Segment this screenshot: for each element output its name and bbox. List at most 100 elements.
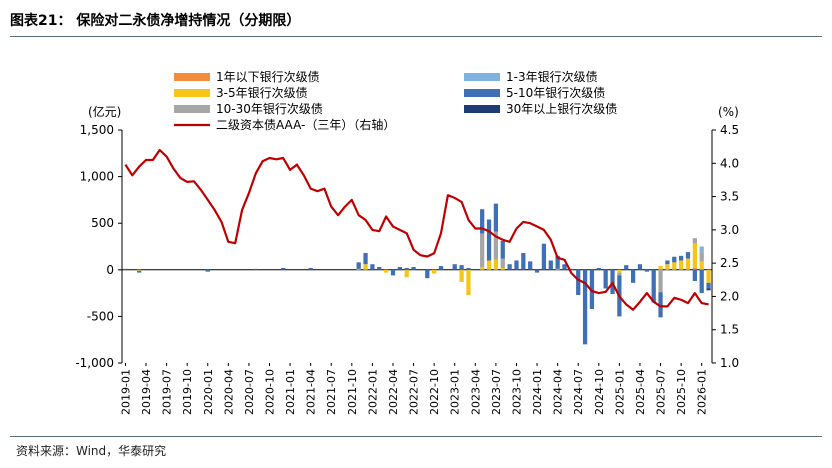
right-tick-label: 2.5 xyxy=(720,256,739,270)
bar-s2 xyxy=(480,267,485,270)
x-tick-label: 2020-04 xyxy=(222,369,235,415)
bar-s2 xyxy=(692,243,697,268)
bar-s5 xyxy=(253,268,258,270)
right-tick-label: 1.5 xyxy=(720,323,739,337)
legend-swatch-s2 xyxy=(174,89,210,97)
bar-s5 xyxy=(692,269,697,281)
x-tick-label: 2023-07 xyxy=(490,369,503,415)
bar-s2 xyxy=(699,261,704,270)
bar-s2 xyxy=(672,262,677,270)
bars-group xyxy=(123,203,711,345)
x-tick-label: 2026-01 xyxy=(696,369,709,415)
yield-line xyxy=(124,148,709,311)
bar-s5 xyxy=(452,264,457,270)
bar-s2 xyxy=(679,260,684,270)
bar-s2 xyxy=(665,264,670,270)
bar-s2 xyxy=(555,268,560,270)
legend-label: 1-3年银行次级债 xyxy=(506,70,598,84)
legend-label: 1年以下银行次级债 xyxy=(216,70,320,84)
bar-s5 xyxy=(480,209,485,234)
bar-s5 xyxy=(603,269,608,289)
x-tick-label: 2022-07 xyxy=(408,369,421,415)
x-tick-label: 2025-07 xyxy=(655,369,668,415)
legend-swatch-s5 xyxy=(464,89,500,97)
legend-swatch-s4 xyxy=(464,73,500,81)
bar-s5 xyxy=(637,264,643,270)
bar-s5 xyxy=(521,253,526,270)
right-tick-label: 3.5 xyxy=(720,190,739,204)
bar-s2 xyxy=(459,269,464,282)
x-tick-label: 2022-01 xyxy=(366,369,379,415)
bar-s5 xyxy=(377,267,382,270)
bar-s3 xyxy=(500,258,505,268)
bar-s5 xyxy=(493,203,499,232)
x-tick-label: 2024-04 xyxy=(552,369,565,415)
bar-s1 xyxy=(692,267,697,270)
bar-s5 xyxy=(411,267,416,270)
chart-canvas: 1年以下银行次级债 1-3年银行次级债 3-5年银行次级债 5-10年银行次级债 10-… xyxy=(75,70,739,415)
x-tick-label: 2025-04 xyxy=(634,369,647,415)
bar-s3 xyxy=(699,252,704,262)
legend-swatch-s3 xyxy=(174,105,210,113)
bar-s2 xyxy=(137,269,142,271)
x-tick-label: 2019-01 xyxy=(119,369,132,415)
bar-s2 xyxy=(466,269,471,295)
x-tick-label: 2021-10 xyxy=(346,369,359,415)
bar-s5 xyxy=(562,264,567,270)
legend-label: 10-30年银行次级债 xyxy=(216,102,323,116)
bar-s5 xyxy=(397,267,402,270)
bar-s5 xyxy=(685,252,691,259)
title-divider xyxy=(10,36,822,37)
x-tick-label: 2024-01 xyxy=(531,369,544,415)
left-tick-label: 1,000 xyxy=(80,170,114,184)
bar-s2 xyxy=(432,269,437,274)
bar-s5 xyxy=(630,269,636,283)
legend-swatch-s1 xyxy=(174,73,210,81)
bar-s5 xyxy=(596,267,601,270)
x-tick-label: 2025-10 xyxy=(675,369,688,415)
right-tick-label: 4.0 xyxy=(720,156,739,170)
bar-s2 xyxy=(493,259,499,270)
bar-s5 xyxy=(589,269,595,309)
legend-label: 5-10年银行次级债 xyxy=(506,86,605,100)
right-tick-label: 4.5 xyxy=(720,123,739,137)
bar-s5 xyxy=(137,270,142,273)
left-tick-label: 0 xyxy=(106,263,114,277)
left-tick-label: 500 xyxy=(91,216,114,230)
bar-s4 xyxy=(699,246,704,253)
left-tick-label: -500 xyxy=(87,309,114,323)
footer-divider xyxy=(10,436,822,437)
line-group xyxy=(124,148,709,311)
bar-s5 xyxy=(390,269,396,276)
bar-s5 xyxy=(363,253,368,265)
bar-s2 xyxy=(706,269,711,283)
bar-s5 xyxy=(356,262,361,269)
bar-s5 xyxy=(679,255,684,261)
x-tick-label: 2020-10 xyxy=(264,369,277,415)
x-tick-label: 2023-10 xyxy=(510,369,523,415)
bar-s2 xyxy=(486,260,492,270)
x-tick-label: 2020-07 xyxy=(243,369,256,415)
bar-s5 xyxy=(500,240,505,259)
bar-s5 xyxy=(466,267,471,270)
legend-swatch-s6 xyxy=(464,105,500,113)
x-tick-label: 2019-07 xyxy=(161,369,174,415)
legend-label: 30年以上银行次级债 xyxy=(506,102,617,116)
x-tick-label: 2023-01 xyxy=(449,369,462,415)
bar-s3 xyxy=(617,272,622,276)
x-tick-label: 2021-04 xyxy=(305,369,318,415)
bar-s5 xyxy=(123,268,128,270)
x-tick-label: 2023-04 xyxy=(469,369,482,415)
x-tick-label: 2022-10 xyxy=(428,369,441,415)
x-tick-label: 2021-01 xyxy=(284,369,297,415)
bar-s5 xyxy=(576,269,581,295)
bar-s3 xyxy=(692,238,697,244)
bar-s5 xyxy=(507,264,512,270)
bar-s5 xyxy=(582,269,588,345)
bar-s5 xyxy=(541,243,547,270)
bar-s5 xyxy=(425,269,430,279)
x-tick-label: 2019-04 xyxy=(140,369,153,415)
legend-label: 3-5年银行次级债 xyxy=(216,86,308,100)
bar-s2 xyxy=(500,267,505,270)
x-tick-label: 2025-01 xyxy=(613,369,626,415)
